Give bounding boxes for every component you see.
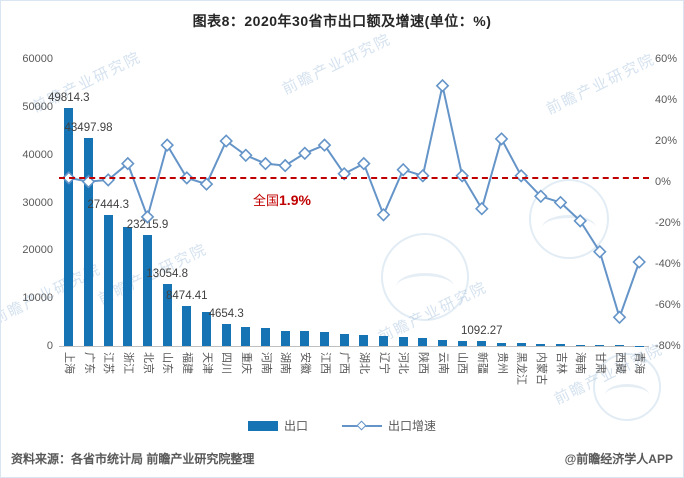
bar-广西 <box>339 334 349 346</box>
bar-吉林 <box>556 344 565 346</box>
right-axis-tick: -60% <box>655 299 681 311</box>
growth-marker-云南 <box>435 78 450 93</box>
bar-青海 <box>634 345 644 346</box>
bar-黑龙江 <box>516 343 526 346</box>
data-source-note: 资料来源：各省市统计局 前瞻产业研究院整理 <box>11 452 255 466</box>
growth-marker-江苏 <box>101 173 115 187</box>
growth-marker-内蒙古 <box>534 189 548 204</box>
legend-label-export: 出口 <box>283 419 308 433</box>
bar-湖南 <box>280 330 290 346</box>
bar-贵州 <box>497 342 506 346</box>
bar-value-label-山东: 13054.8 <box>146 267 188 280</box>
bar-value-label-广东: 43497.98 <box>64 121 113 134</box>
bar-安徽 <box>300 331 310 346</box>
right-axis-tick: -20% <box>655 217 681 229</box>
growth-marker-天津 <box>199 177 214 191</box>
legend-item-growth: 出口增速 <box>342 417 436 434</box>
bar-value-label-新疆: 1092.27 <box>461 324 503 337</box>
growth-marker-新疆 <box>475 201 489 216</box>
x-axis-line <box>59 346 649 347</box>
left-axis-tick: 50000 <box>22 100 53 113</box>
bar-云南 <box>438 339 447 346</box>
bar-湖北 <box>359 335 369 346</box>
growth-marker-河南 <box>258 156 273 171</box>
bar-value-label-福建: 8474.41 <box>166 289 208 302</box>
growth-marker-陕西 <box>416 169 430 183</box>
bar-西藏 <box>615 345 624 346</box>
left-axis-tick: 30000 <box>22 196 53 209</box>
growth-marker-广西 <box>337 167 351 181</box>
credit-note: @前瞻经济学人APP <box>564 452 673 466</box>
bar-series-swatch <box>247 420 278 431</box>
bar-新疆 <box>477 340 487 346</box>
bar-江苏 <box>103 214 113 346</box>
bar-辽宁 <box>379 336 388 346</box>
national-average-value: 1.9% <box>279 192 311 209</box>
growth-marker-贵州 <box>494 132 509 146</box>
bar-value-label-江苏: 27444.3 <box>87 198 129 211</box>
right-axis-tick: 20% <box>655 135 678 147</box>
growth-marker-山西 <box>455 169 469 183</box>
growth-marker-安徽 <box>298 146 312 161</box>
growth-marker-湖北 <box>357 156 371 171</box>
growth-marker-海南 <box>573 214 587 228</box>
national-average-reference-line <box>59 177 649 180</box>
growth-marker-甘肃 <box>593 244 607 259</box>
bar-北京 <box>143 235 152 346</box>
line-series-swatch <box>342 420 382 431</box>
bar-河北 <box>398 336 408 346</box>
chart-title: 图表8：2020年30省市出口额及增速(单位：%) <box>192 13 492 29</box>
bar-value-label-北京: 23215.9 <box>126 219 169 231</box>
growth-marker-辽宁 <box>376 208 391 222</box>
growth-marker-山东 <box>160 138 174 152</box>
left-axis-tick: 0 <box>46 340 53 352</box>
bar-四川 <box>221 323 231 346</box>
bar-重庆 <box>241 327 251 346</box>
national-average-label: 全国1.9% <box>253 190 311 209</box>
growth-marker-江西 <box>317 138 332 152</box>
growth-marker-重庆 <box>239 148 253 163</box>
right-axis-tick: 0% <box>655 176 671 188</box>
bar-浙江 <box>123 227 133 346</box>
growth-marker-浙江 <box>121 156 135 171</box>
left-axis-tick: 10000 <box>22 292 53 305</box>
growth-marker-青海 <box>632 255 646 269</box>
right-axis-tick: 60% <box>655 53 678 65</box>
growth-marker-西藏 <box>612 310 627 325</box>
growth-marker-北京 <box>140 210 155 224</box>
right-axis-tick: -80% <box>655 340 681 352</box>
bar-陕西 <box>418 338 428 346</box>
bar-甘肃 <box>595 344 605 346</box>
left-axis-tick: 60000 <box>22 53 53 65</box>
bar-河南 <box>261 327 270 346</box>
growth-marker-吉林 <box>553 195 568 210</box>
bar-山东 <box>162 283 172 346</box>
legend: 出口 出口增速 <box>1 417 683 434</box>
left-axis-tick: 20000 <box>22 244 53 257</box>
bar-广东 <box>84 137 93 346</box>
bar-山西 <box>457 340 467 346</box>
growth-line <box>68 85 641 321</box>
right-axis-tick: -40% <box>655 258 681 270</box>
left-axis-tick: 40000 <box>22 148 53 161</box>
growth-marker-河北 <box>396 162 410 177</box>
legend-label-growth: 出口增速 <box>388 419 437 433</box>
bar-福建 <box>182 305 192 346</box>
bar-内蒙古 <box>536 343 546 346</box>
bar-海南 <box>575 344 585 346</box>
bar-value-label-上海: 49814.3 <box>48 91 90 104</box>
right-axis-tick: 40% <box>655 94 678 106</box>
bar-天津 <box>202 312 211 346</box>
bar-江西 <box>320 332 329 346</box>
bar-value-label-四川: 4654.3 <box>208 307 244 320</box>
national-average-prefix: 全国 <box>253 193 280 209</box>
growth-marker-四川 <box>219 134 233 148</box>
bar-上海 <box>64 107 74 346</box>
growth-marker-湖南 <box>278 158 292 173</box>
legend-item-export: 出口 <box>247 417 308 434</box>
